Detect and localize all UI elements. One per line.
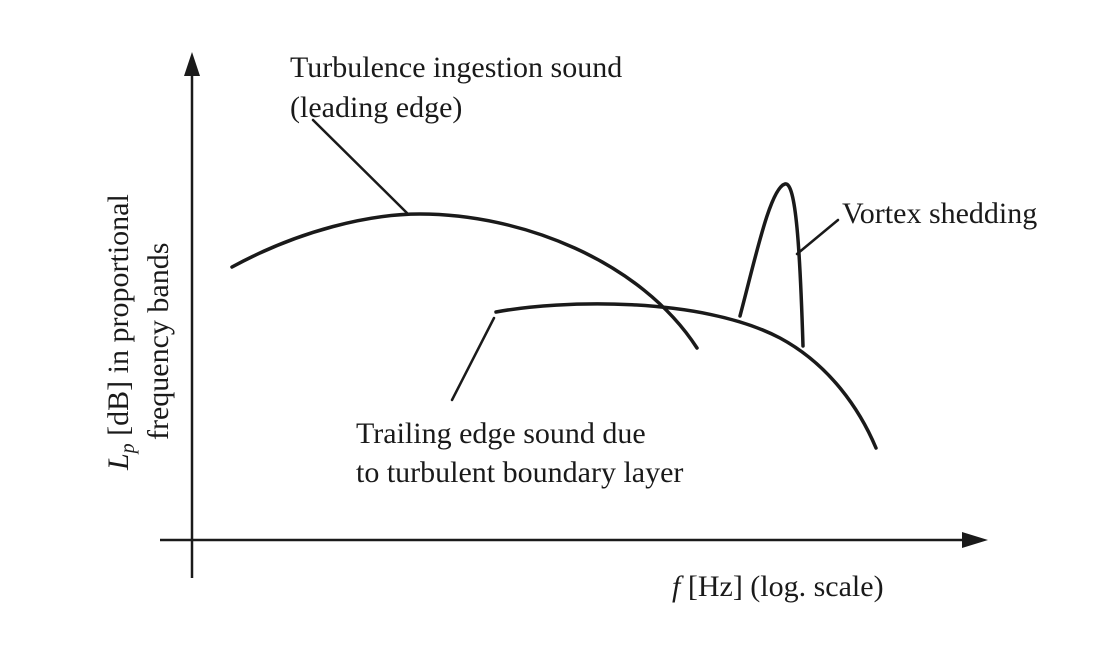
turbulence-ingestion-curve [230, 212, 699, 350]
trailing-edge-label-line1: Trailing edge sound due [356, 417, 646, 450]
x-axis-label-rest: [Hz] (log. scale) [680, 570, 883, 603]
x-axis-label: f [Hz] (log. scale) [672, 570, 884, 603]
y-axis-label-line2: frequency bands [142, 243, 175, 440]
x-axis-arrowhead [962, 532, 988, 548]
trailing-edge-curve [494, 302, 878, 450]
y-axis-label-rest: [dB] in proportional [102, 194, 135, 443]
turbulence-ingestion-leader [311, 118, 410, 216]
vortex-shedding-peak [738, 182, 805, 348]
y-axis-label: Lp [dB] in proportional frequency bands [102, 194, 175, 471]
vortex-shedding-leader [795, 218, 840, 256]
turbulence-ingestion-label-line1: Turbulence ingestion sound [290, 51, 622, 84]
y-axis-label-subscript: p [117, 443, 139, 455]
y-axis-label-symbol: L [102, 453, 135, 471]
vortex-shedding-label: Vortex shedding [842, 197, 1037, 230]
turbulence-ingestion-label-line2: (leading edge) [290, 91, 462, 124]
trailing-edge-label-line2: to turbulent boundary layer [356, 456, 683, 489]
svg-text:Lp [dB] in proportional: Lp [dB] in proportional [102, 194, 139, 471]
y-axis-arrowhead [184, 52, 200, 76]
trailing-edge-leader [450, 316, 496, 402]
